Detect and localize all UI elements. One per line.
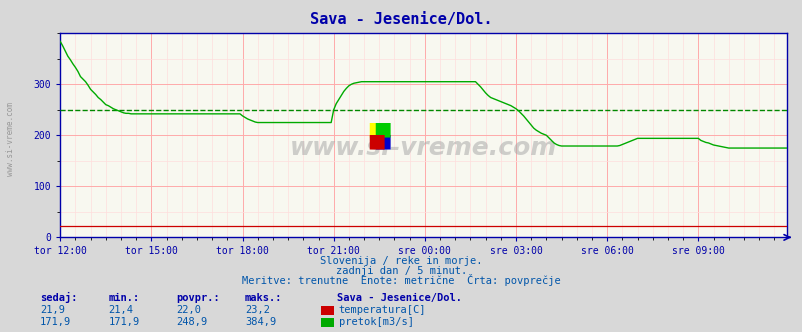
Text: Sava - Jesenice/Dol.: Sava - Jesenice/Dol. (337, 293, 462, 303)
Text: 384,9: 384,9 (245, 317, 276, 327)
Text: ■: ■ (372, 132, 391, 151)
Text: 171,9: 171,9 (40, 317, 71, 327)
Text: Meritve: trenutne  Enote: metrične  Črta: povprečje: Meritve: trenutne Enote: metrične Črta: … (242, 274, 560, 286)
Text: pretok[m3/s]: pretok[m3/s] (338, 317, 413, 327)
Text: zadnji dan / 5 minut.: zadnji dan / 5 minut. (335, 266, 467, 276)
Text: ■: ■ (372, 120, 391, 139)
Text: 171,9: 171,9 (108, 317, 140, 327)
Text: povpr.:: povpr.: (176, 293, 220, 303)
Text: www.si-vreme.com: www.si-vreme.com (6, 103, 15, 176)
Text: min.:: min.: (108, 293, 140, 303)
Text: 23,2: 23,2 (245, 305, 269, 315)
Text: temperatura[C]: temperatura[C] (338, 305, 426, 315)
Text: 22,0: 22,0 (176, 305, 201, 315)
Text: 248,9: 248,9 (176, 317, 208, 327)
Text: sedaj:: sedaj: (40, 292, 78, 303)
Text: ■: ■ (367, 120, 385, 139)
Text: ■: ■ (367, 132, 385, 151)
Text: 21,9: 21,9 (40, 305, 65, 315)
Text: Sava - Jesenice/Dol.: Sava - Jesenice/Dol. (310, 12, 492, 27)
Text: maks.:: maks.: (245, 293, 282, 303)
Text: Slovenija / reke in morje.: Slovenija / reke in morje. (320, 256, 482, 266)
Text: 21,4: 21,4 (108, 305, 133, 315)
Text: www.si-vreme.com: www.si-vreme.com (290, 135, 557, 160)
